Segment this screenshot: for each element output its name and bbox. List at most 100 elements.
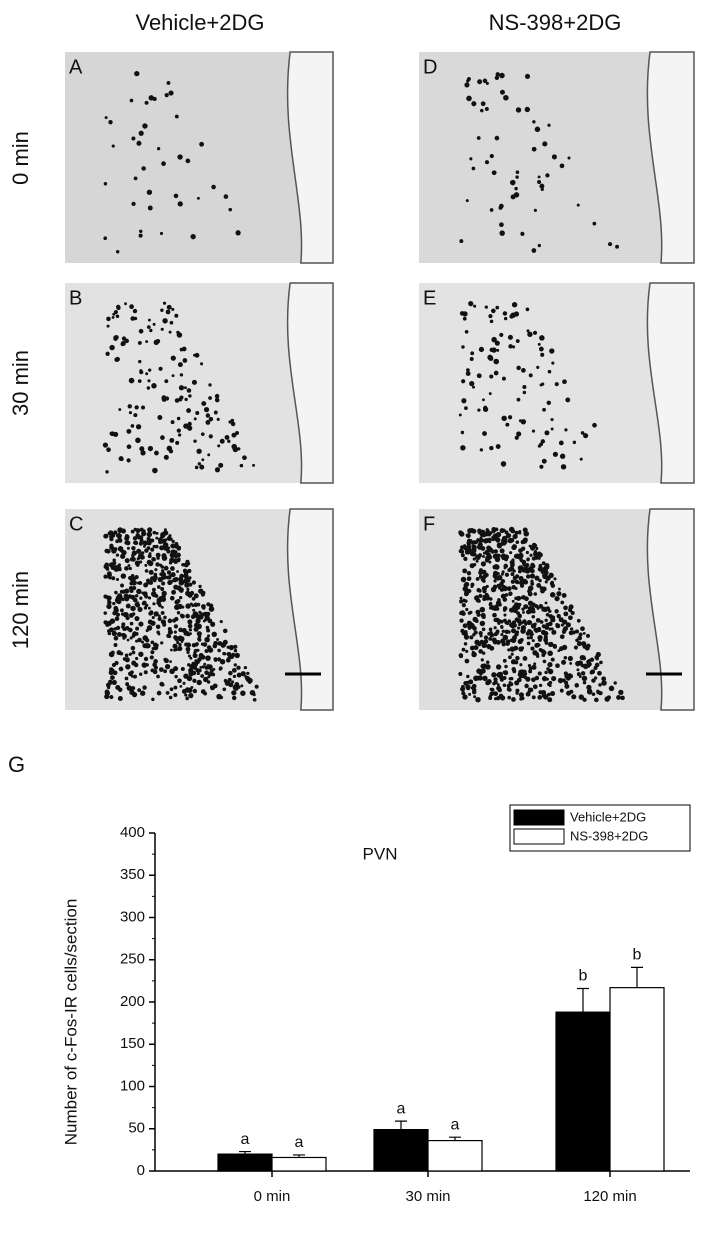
cell: [464, 329, 469, 334]
cell: [242, 455, 247, 461]
cell: [522, 390, 527, 395]
cell: [489, 208, 494, 212]
cell: [195, 618, 201, 624]
cell: [193, 626, 199, 632]
cell: [118, 666, 124, 672]
cell: [466, 368, 470, 372]
cell: [550, 427, 554, 431]
cell: [499, 230, 505, 236]
cell: [140, 640, 145, 644]
cell: [526, 620, 532, 626]
cell: [231, 695, 237, 701]
cell: [151, 615, 155, 620]
cell: [549, 592, 556, 598]
x-tick-label: 120 min: [583, 1188, 636, 1205]
cell: [511, 302, 518, 308]
cell: [461, 691, 466, 696]
cell: [591, 678, 596, 683]
cell: [189, 656, 193, 660]
cell: [516, 595, 522, 601]
cell: [105, 548, 111, 554]
cell: [163, 669, 168, 674]
cell: [473, 595, 479, 601]
cell: [515, 170, 520, 174]
cell: [152, 578, 157, 583]
cell: [463, 583, 467, 587]
cell: [582, 656, 587, 661]
cell: [493, 370, 499, 376]
cell: [170, 566, 175, 571]
cell: [549, 348, 555, 354]
cell: [495, 607, 500, 611]
cell: [522, 610, 525, 614]
cell: [144, 100, 149, 105]
cell: [502, 658, 507, 663]
cell: [204, 670, 209, 676]
cell: [139, 229, 143, 234]
panel-letter: F: [423, 513, 435, 535]
cell: [469, 380, 475, 387]
cell: [516, 397, 521, 402]
cell: [115, 625, 121, 631]
cell: [143, 670, 148, 675]
cell: [482, 406, 489, 412]
cell: [518, 575, 524, 582]
cell: [542, 407, 546, 412]
cell: [485, 81, 489, 85]
y-tick-label: 300: [120, 908, 145, 925]
cell: [475, 577, 480, 581]
cell: [145, 372, 149, 376]
cell: [524, 622, 528, 626]
cell: [476, 612, 481, 617]
cell: [208, 396, 212, 400]
cell: [475, 696, 481, 703]
cell: [520, 419, 527, 425]
cell: [172, 643, 178, 649]
cell: [199, 615, 203, 619]
cell: [550, 691, 556, 697]
cell: [481, 614, 486, 619]
cell: [461, 379, 466, 384]
cell: [482, 78, 488, 84]
cell: [121, 589, 126, 594]
cell: [504, 629, 510, 635]
cell: [478, 574, 483, 579]
cell: [472, 687, 477, 693]
cell: [499, 588, 504, 592]
cell: [515, 107, 522, 113]
cell: [540, 187, 544, 192]
cell: [546, 667, 550, 671]
cell: [219, 695, 224, 700]
y-tick-label: 400: [120, 824, 145, 841]
cell: [544, 640, 549, 645]
cell: [198, 584, 202, 588]
cell: [478, 593, 483, 599]
cell: [510, 652, 514, 656]
cell: [117, 546, 124, 552]
cell: [157, 576, 163, 583]
cell: [563, 611, 569, 617]
cell: [131, 554, 135, 558]
cell: [231, 432, 237, 438]
cell: [159, 536, 164, 540]
cell: [497, 543, 502, 548]
cell: [134, 575, 139, 580]
cell: [168, 561, 173, 565]
cell: [136, 601, 140, 605]
cell: [545, 622, 550, 627]
cell: [121, 597, 125, 602]
cell: [130, 605, 136, 612]
legend-label: Vehicle+2DG: [570, 809, 646, 824]
cell: [496, 683, 500, 687]
cell: [139, 560, 143, 564]
significance-label: a: [295, 1134, 304, 1151]
cell: [228, 644, 235, 651]
cell: [469, 528, 475, 533]
cell: [155, 531, 159, 535]
cell: [477, 542, 483, 548]
cell: [462, 316, 467, 321]
cell: [174, 114, 179, 119]
cell: [174, 398, 180, 403]
cell: [539, 566, 544, 571]
cell: [526, 641, 531, 646]
